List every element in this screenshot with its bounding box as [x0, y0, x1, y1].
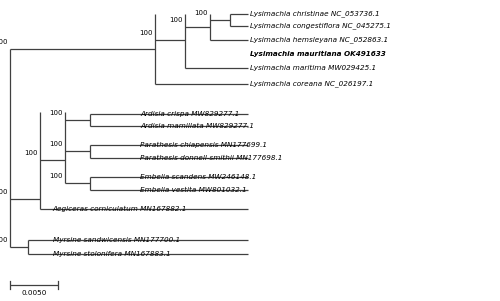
Text: 100: 100	[50, 141, 63, 147]
Text: 100: 100	[50, 110, 63, 116]
Text: Lysimachia congestiflora NC_045275.1: Lysimachia congestiflora NC_045275.1	[250, 23, 392, 29]
Text: Ardisia crispa MW829277.1: Ardisia crispa MW829277.1	[140, 111, 240, 117]
Text: 100: 100	[0, 189, 8, 195]
Text: Aegiceras corniculatum MN167882.1: Aegiceras corniculatum MN167882.1	[52, 206, 187, 212]
Text: 100: 100	[170, 17, 183, 23]
Text: 0.0050: 0.0050	[22, 290, 46, 296]
Text: 100: 100	[50, 173, 63, 179]
Text: Lysimachia hemsleyana NC_052863.1: Lysimachia hemsleyana NC_052863.1	[250, 37, 388, 43]
Text: 100: 100	[0, 39, 8, 45]
Text: Ardisia mamillata MW829277.1: Ardisia mamillata MW829277.1	[140, 123, 254, 129]
Text: Lysimachia christinae NC_053736.1: Lysimachia christinae NC_053736.1	[250, 11, 380, 17]
Text: Lysimachia maritima MW029425.1: Lysimachia maritima MW029425.1	[250, 65, 376, 71]
Text: Myrsine stolonifera MN167883.1: Myrsine stolonifera MN167883.1	[52, 251, 170, 257]
Text: Myrsine sandwicensis MN177700.1: Myrsine sandwicensis MN177700.1	[52, 237, 180, 243]
Text: Embelia scandens MW246148.1: Embelia scandens MW246148.1	[140, 174, 257, 180]
Text: Parathesis chiapensis MN177699.1: Parathesis chiapensis MN177699.1	[140, 142, 268, 148]
Text: Parathesis donnell-smithii MN177698.1: Parathesis donnell-smithii MN177698.1	[140, 155, 283, 161]
Text: Lysimachia mauritiana OK491633: Lysimachia mauritiana OK491633	[250, 51, 386, 57]
Text: 100: 100	[140, 30, 153, 36]
Text: 100: 100	[194, 10, 208, 16]
Text: Embelia vestita MW801032.1: Embelia vestita MW801032.1	[140, 187, 247, 193]
Text: Lysimachia coreana NC_026197.1: Lysimachia coreana NC_026197.1	[250, 81, 374, 87]
Text: 100: 100	[0, 237, 8, 243]
Text: 100: 100	[24, 150, 38, 156]
